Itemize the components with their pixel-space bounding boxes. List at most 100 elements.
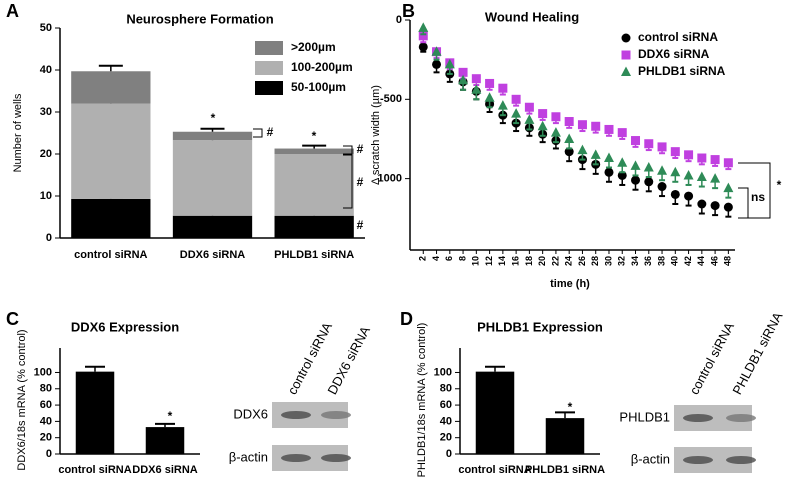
panel-label: A (6, 1, 19, 21)
bracket (738, 162, 771, 219)
point (643, 162, 654, 172)
y-axis-label: Δ scratch width (µm) (370, 85, 382, 185)
x-tick-label: 10 (471, 256, 481, 266)
point (710, 173, 721, 183)
y-tick-label: 20 (440, 432, 452, 444)
bracket (253, 128, 263, 138)
point (458, 74, 469, 85)
point (604, 124, 614, 134)
point (432, 59, 442, 69)
y-tick-label: 30 (40, 106, 52, 118)
x-tick-label: 48 (723, 256, 733, 266)
blot-band (321, 454, 351, 462)
bar-segment (172, 215, 253, 238)
x-tick-label: 38 (656, 256, 666, 266)
bar (75, 371, 115, 454)
point (684, 150, 694, 160)
x-tick-label: 42 (683, 256, 693, 266)
y-tick-label: 60 (40, 399, 52, 411)
y-tick-label: 80 (440, 383, 452, 395)
point (603, 152, 614, 162)
x-tick-label: 32 (617, 256, 627, 266)
x-tick-label: 6 (444, 256, 454, 261)
y-tick-label: 20 (40, 148, 52, 160)
point (697, 199, 707, 209)
point (631, 136, 641, 146)
point (577, 120, 587, 130)
annotation: # (267, 125, 274, 139)
bar-segment (71, 103, 151, 199)
bar-segment (274, 148, 354, 154)
y-tick-label: 40 (40, 64, 52, 76)
point (471, 84, 482, 94)
legend-label: DDX6 siRNA (638, 47, 710, 61)
legend-label: PHLDB1 siRNA (638, 64, 726, 78)
point (644, 139, 654, 149)
annotation: ns (751, 190, 765, 204)
x-tick-label: PHLDB1 siRNA (274, 249, 354, 261)
point (604, 167, 614, 177)
blot-row-label: DDX6 (233, 406, 268, 421)
x-tick-label: 8 (457, 256, 467, 261)
blot-row-label: β-actin (631, 451, 670, 466)
chart-title: PHLDB1 Expression (477, 319, 603, 334)
point (723, 182, 734, 193)
point (418, 42, 428, 52)
point (524, 102, 534, 112)
point (710, 201, 720, 211)
x-tick-label: 2 (418, 256, 428, 261)
panel-label: C (6, 309, 19, 329)
chart-title: Wound Healing (485, 9, 579, 24)
point (683, 169, 694, 180)
y-tick-label: -500 (380, 93, 402, 105)
point (524, 114, 535, 124)
legend-swatch (255, 61, 283, 75)
point (631, 175, 641, 185)
point (550, 127, 561, 137)
annotation: # (357, 218, 364, 232)
point (590, 149, 601, 159)
y-tick-label: 20 (40, 432, 52, 444)
point (577, 144, 588, 155)
point (723, 158, 733, 168)
x-tick-label: DDX6 siRNA (132, 464, 197, 476)
annotation: * (211, 111, 216, 125)
x-tick-label: control siRNA (458, 464, 531, 476)
point (485, 78, 495, 88)
panel-label: D (400, 309, 413, 329)
annotation: * (312, 129, 317, 143)
bar (475, 371, 515, 454)
point (551, 112, 561, 122)
blot-row-label: β-actin (229, 449, 268, 464)
point (564, 133, 575, 143)
y-tick-label: 0 (46, 448, 52, 460)
y-tick-label: 60 (440, 399, 452, 411)
point (498, 83, 508, 93)
bar-segment (172, 140, 253, 216)
blot-row-label: PHLDB1 (619, 409, 670, 424)
chart-title: DDX6 Expression (71, 319, 179, 334)
x-tick-label: DDX6 siRNA (180, 249, 245, 261)
point (670, 166, 681, 177)
blot-lane-label: control siRNA (686, 320, 737, 397)
bar-segment (274, 215, 354, 238)
y-tick-label: 0 (46, 232, 52, 244)
x-tick-label: 44 (696, 256, 706, 266)
y-tick-label: 1000 (378, 173, 402, 185)
point (538, 109, 548, 119)
annotation: # (357, 175, 364, 189)
point (657, 182, 667, 192)
y-tick-label: 0 (446, 448, 452, 460)
blot-lane-label: PHLDB1 siRNA (729, 309, 785, 397)
x-tick-label: control siRNA (74, 249, 147, 261)
x-tick-label: 4 (431, 256, 441, 261)
point (591, 121, 601, 131)
bracket (343, 145, 353, 155)
y-tick-label: 100 (434, 366, 452, 378)
point (697, 153, 707, 163)
blot-band (726, 414, 756, 422)
x-tick-label: 30 (603, 256, 613, 266)
point (444, 58, 455, 69)
chart-title: Neurosphere Formation (126, 11, 273, 26)
